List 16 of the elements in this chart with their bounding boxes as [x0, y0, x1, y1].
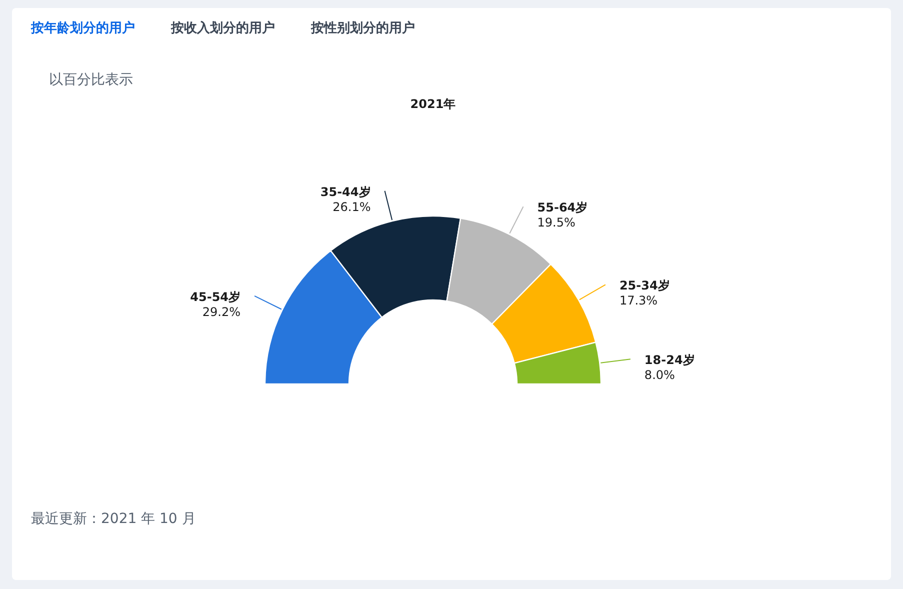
- chart-subtitle: 以百分比表示: [49, 72, 133, 88]
- slice-label: 45-54岁: [190, 290, 241, 304]
- data-label: 17.3%: [619, 294, 658, 308]
- data-label: 19.5%: [537, 216, 576, 230]
- data-label: 8.0%: [644, 368, 675, 382]
- data-label: 29.2%: [202, 304, 241, 319]
- text: 最近更新：2021 年 10 月: [31, 511, 196, 527]
- text: 按收入划分的用户: [170, 20, 275, 36]
- slice-label: 18-24岁: [644, 353, 695, 368]
- data-label: 26.1%: [332, 200, 371, 214]
- text: 按性别划分的用户: [310, 20, 415, 36]
- text: 按年龄划分的用户: [30, 20, 135, 36]
- chart-title: 2021年: [410, 97, 456, 111]
- slice-label: 55-64岁: [537, 200, 588, 215]
- slice-label: 35-44岁: [320, 184, 371, 199]
- slice-label: 25-34岁: [619, 278, 670, 293]
